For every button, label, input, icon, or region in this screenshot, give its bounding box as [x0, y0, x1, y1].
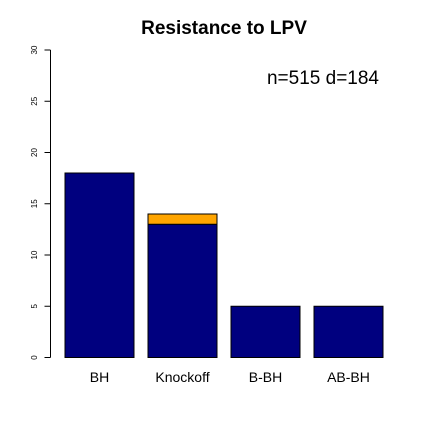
bar-ab-bh-segment-0	[313, 305, 384, 358]
y-axis: 0 5 10 15 20 25 30	[30, 45, 51, 360]
y-tick-label: 10	[30, 250, 39, 259]
y-tick-label: 20	[30, 148, 39, 157]
y-tick-label: 0	[30, 355, 39, 360]
x-tick-label: BH	[90, 369, 109, 385]
y-tick-label: 25	[30, 96, 39, 105]
chart-title: Resistance to LPV	[141, 18, 307, 39]
sample-annotation: n=515 d=184	[267, 68, 379, 89]
x-tick-label: Knockoff	[155, 369, 209, 385]
y-tick-label: 30	[30, 45, 39, 54]
bar-knockoff-segment-1	[147, 213, 218, 225]
bar-knockoff-segment-0	[147, 223, 218, 358]
x-tick-label: AB-BH	[327, 369, 370, 385]
x-tick-label: B-BH	[249, 369, 282, 385]
y-tick-label: 5	[30, 303, 39, 308]
x-axis-labels: BH Knockoff B-BH AB-BH	[90, 369, 370, 385]
bar-bh-segment-0	[64, 172, 135, 358]
bars	[64, 172, 384, 358]
y-tick-label: 15	[30, 199, 39, 208]
bar-b-bh-segment-0	[230, 305, 301, 358]
